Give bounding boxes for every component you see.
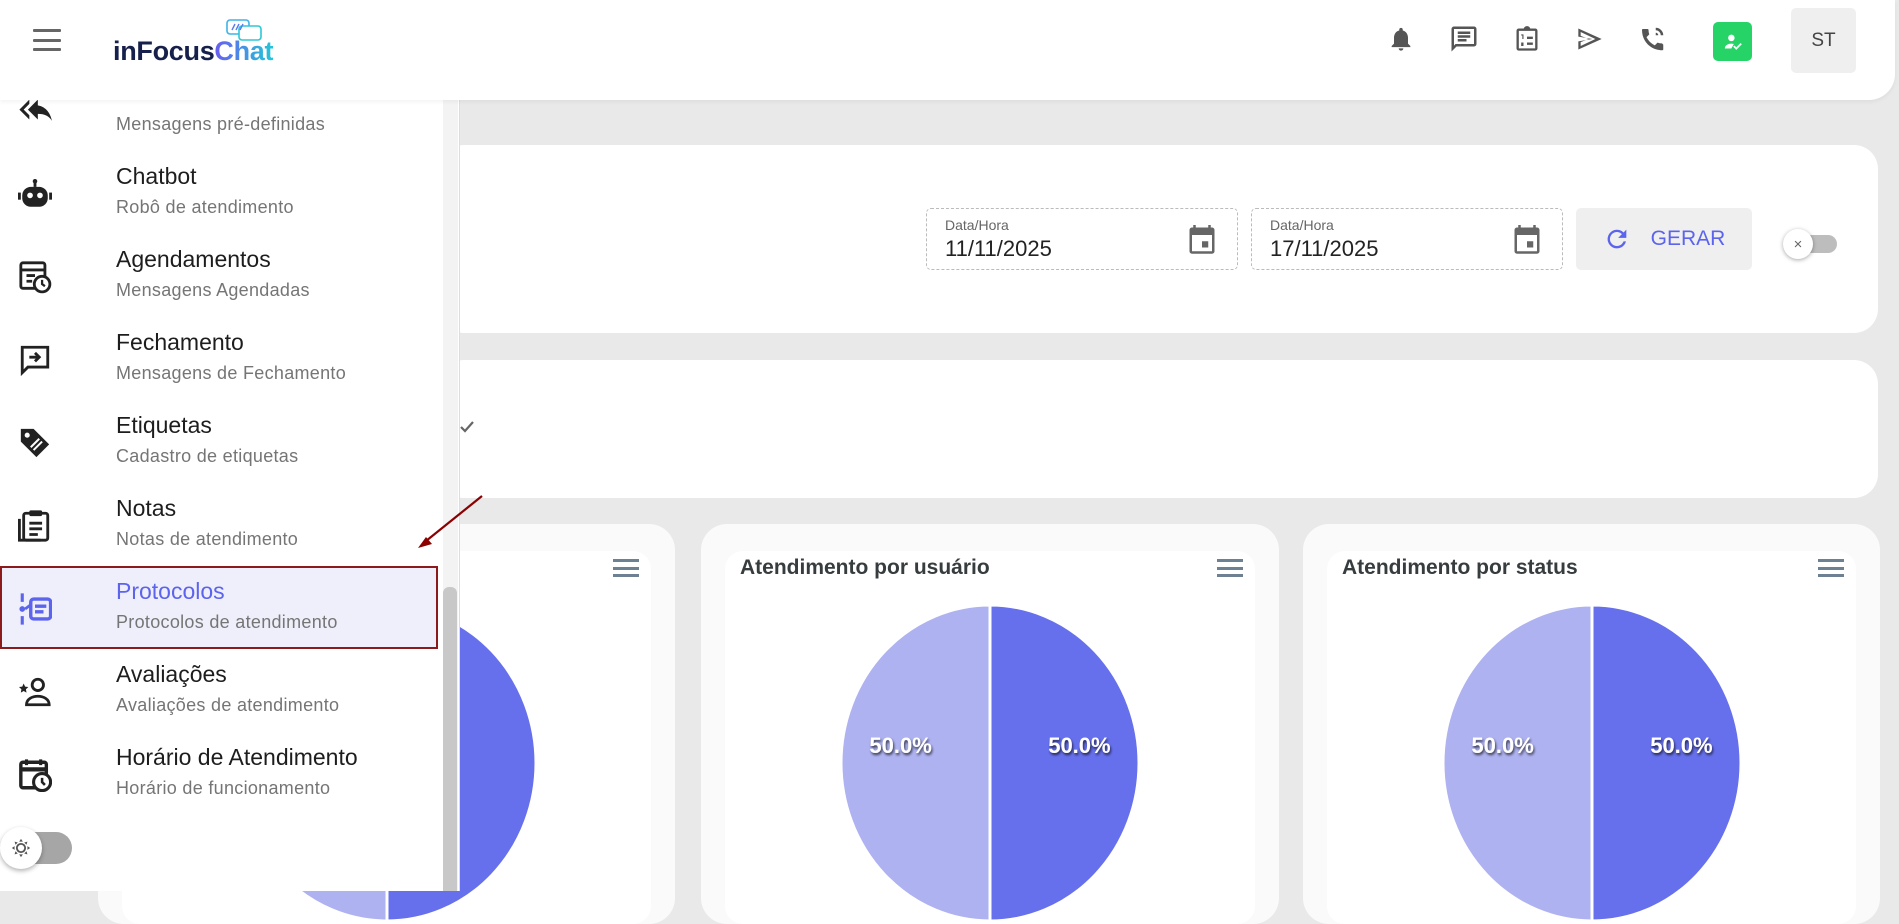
logo-accent: Chat xyxy=(214,36,274,66)
sidebar-item-title: Fechamento xyxy=(116,329,244,355)
pie-slice[interactable] xyxy=(1590,603,1743,923)
start-date-value: 11/11/2025 xyxy=(945,236,1052,261)
sidebar-item-mensagens-pr-definidas[interactable]: Mensagens pré-definidas xyxy=(0,68,443,151)
phone-call-icon[interactable] xyxy=(1635,22,1669,56)
pie-chart: 50.0% 50.0% xyxy=(1441,603,1743,923)
refresh-icon xyxy=(1607,229,1626,249)
start-date-label: Data/Hora xyxy=(945,217,1009,233)
reply-all-icon xyxy=(14,90,56,132)
calendar-icon[interactable] xyxy=(1187,223,1217,257)
sidebar-item-chatbot[interactable]: Chatbot Robô de atendimento xyxy=(0,151,443,234)
logo-text: inFocus xyxy=(113,36,215,66)
calendar-clock-icon xyxy=(14,754,56,796)
end-date-label: Data/Hora xyxy=(1270,217,1334,233)
sidebar-item-subtitle: Mensagens de Fechamento xyxy=(116,363,347,383)
options-card xyxy=(440,360,1878,498)
sidebar-item-title: Etiquetas xyxy=(116,412,212,438)
scrollbar-thumb[interactable] xyxy=(443,587,457,891)
tag-icon xyxy=(14,422,56,464)
sidebar-item-protocolos[interactable]: Protocolos Protocolos de atendimento xyxy=(0,566,438,649)
schedule-icon xyxy=(14,256,56,298)
sidebar-item-subtitle: Notas de atendimento xyxy=(116,529,299,549)
close-icon: × xyxy=(1783,229,1813,259)
sidebar-item-etiquetas[interactable]: Etiquetas Cadastro de etiquetas xyxy=(0,400,443,483)
calendar-icon[interactable] xyxy=(1512,223,1542,257)
sidebar-item-title: Agendamentos xyxy=(116,246,271,272)
logo-chat-bubble-icon xyxy=(226,19,262,41)
brightness-icon xyxy=(11,838,31,858)
sidebar-item-hor-rio-de-atendimento[interactable]: Horário de Atendimento Horário de funcio… xyxy=(0,732,443,815)
pie-data-label: 50.0% xyxy=(1471,733,1533,758)
start-date-field[interactable]: Data/Hora 11/11/2025 xyxy=(926,208,1238,270)
user-check-icon xyxy=(1724,34,1742,50)
sidebar-item-title: Horário de Atendimento xyxy=(116,744,358,770)
chart-card-3: Atendimento por status 50.0% 50.0% xyxy=(1303,524,1880,924)
end-date-value: 17/11/2025 xyxy=(1270,236,1379,261)
send-icon[interactable] xyxy=(1573,22,1607,56)
end-date-field[interactable]: Data/Hora 17/11/2025 xyxy=(1251,208,1563,270)
sidebar-item-notas[interactable]: Notas Notas de atendimento xyxy=(0,483,443,566)
avatar[interactable]: ST xyxy=(1791,8,1856,73)
sidebar-item-subtitle: Cadastro de etiquetas xyxy=(116,446,299,466)
chart-menu-icon[interactable] xyxy=(1217,559,1243,577)
chart-menu-icon[interactable] xyxy=(1818,559,1844,577)
sidebar-item-subtitle: Mensagens pré-definidas xyxy=(116,114,326,134)
chart-panel: Atendimento por usuário 50.0% 50.0% xyxy=(725,551,1255,924)
generate-button[interactable]: GERAR xyxy=(1576,208,1752,270)
pie-chart: 50.0% 50.0% xyxy=(839,603,1141,923)
pie-data-label: 50.0% xyxy=(1048,733,1110,758)
exit-chat-icon xyxy=(14,339,56,381)
sidebar-item-subtitle: Avaliações de atendimento xyxy=(116,695,340,715)
top-header: inFocusChat ST xyxy=(0,0,1895,100)
sidebar-item-title: Protocolos xyxy=(116,578,225,604)
menu-icon[interactable] xyxy=(33,29,61,51)
chart-title: Atendimento por status xyxy=(1342,556,1578,579)
sidebar-item-avalia-es[interactable]: Avaliações Avaliações de atendimento xyxy=(0,649,443,732)
protocol-icon xyxy=(14,588,56,630)
chart-menu-icon[interactable] xyxy=(613,559,639,577)
chart-title: Atendimento por usuário xyxy=(740,556,990,579)
generate-label: GERAR xyxy=(1650,227,1726,250)
filter-toggle[interactable]: × xyxy=(1783,229,1837,259)
logo: inFocusChat xyxy=(113,19,293,66)
pie-data-label: 50.0% xyxy=(869,733,931,758)
sidebar-item-title: Chatbot xyxy=(116,163,197,189)
robot-icon xyxy=(14,173,56,215)
pie-data-label: 50.0% xyxy=(1650,733,1712,758)
user-status-button[interactable] xyxy=(1713,22,1752,61)
sidebar-item-agendamentos[interactable]: Agendamentos Mensagens Agendadas xyxy=(0,234,443,317)
sidebar-item-subtitle: Protocolos de atendimento xyxy=(116,612,338,632)
sidebar-item-fechamento[interactable]: Fechamento Mensagens de Fechamento xyxy=(0,317,443,400)
sidebar: Mensagens pré-definidas Chatbot Robô de … xyxy=(0,0,460,891)
sidebar-item-subtitle: Robô de atendimento xyxy=(116,197,294,217)
sidebar-item-subtitle: Horário de funcionamento xyxy=(116,778,331,798)
chart-panel: Atendimento por status 50.0% 50.0% xyxy=(1327,551,1856,924)
chart-card-2: Atendimento por usuário 50.0% 50.0% xyxy=(701,524,1279,924)
sidebar-item-title: Avaliações xyxy=(116,661,227,687)
rating-icon xyxy=(14,671,56,713)
check-icon xyxy=(460,421,474,433)
clipboard-list-icon[interactable] xyxy=(1510,22,1544,56)
sidebar-item-subtitle: Mensagens Agendadas xyxy=(116,280,310,300)
pie-slice[interactable] xyxy=(1441,603,1594,923)
pie-slice[interactable] xyxy=(839,603,992,923)
pie-slice[interactable] xyxy=(988,603,1141,923)
theme-toggle[interactable] xyxy=(0,827,72,869)
sidebar-item-title: Notas xyxy=(116,495,177,521)
chat-icon[interactable] xyxy=(1447,22,1481,56)
bell-icon[interactable] xyxy=(1384,22,1418,56)
notes-icon xyxy=(14,505,56,547)
